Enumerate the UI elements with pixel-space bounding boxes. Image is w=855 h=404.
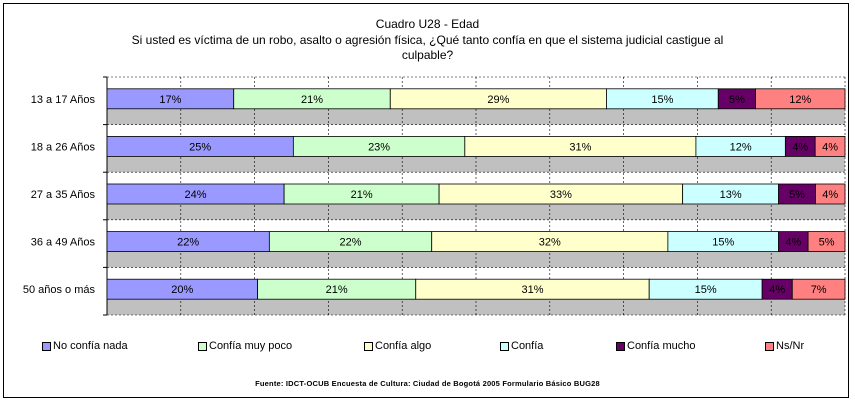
data-label: 22% — [340, 237, 362, 249]
data-label: 5% — [819, 237, 835, 249]
bar-segment — [815, 183, 846, 205]
data-label: 20% — [171, 284, 193, 296]
legend-swatch — [500, 342, 509, 351]
bar-segment — [791, 278, 846, 300]
data-label: 21% — [351, 189, 373, 201]
data-label: 13% — [720, 189, 742, 201]
data-label: 5% — [789, 189, 805, 201]
bar-segment — [755, 88, 846, 110]
data-label: 21% — [326, 284, 348, 296]
source-note: Fuente: IDCT-OCUB Encuesta de Cultura: C… — [255, 379, 600, 388]
data-label: 31% — [569, 141, 591, 153]
bar-segment — [814, 135, 846, 157]
legend-swatch — [616, 342, 625, 351]
data-label: 12% — [789, 94, 811, 106]
chart-subtitle-line-1: Si usted es víctima de un robo, asalto o… — [131, 33, 724, 47]
data-label: 4% — [785, 237, 801, 249]
data-label: 33% — [550, 189, 572, 201]
data-label: 17% — [159, 94, 181, 106]
legend-swatch — [364, 342, 373, 351]
legend-label: Confía — [511, 340, 544, 352]
data-label: 21% — [301, 94, 323, 106]
legend-label: Confía mucho — [627, 340, 696, 352]
legend-label: No confía nada — [53, 340, 128, 352]
bar-segment — [807, 231, 846, 253]
chart-subtitle-line-2: culpable? — [401, 48, 454, 62]
data-label: 22% — [177, 237, 199, 249]
legend-label: Ns/Nr — [776, 340, 805, 352]
data-label: 5% — [729, 94, 745, 106]
data-label: 15% — [712, 237, 734, 249]
chart-title: Cuadro U28 - Edad — [375, 17, 480, 31]
data-label: 4% — [769, 284, 785, 296]
data-label: 29% — [487, 94, 509, 106]
data-label: 31% — [521, 284, 543, 296]
data-label: 12% — [730, 141, 752, 153]
data-label: 4% — [792, 141, 808, 153]
category-label: 18 a 26 Años — [31, 141, 96, 153]
legend-swatch — [765, 342, 774, 351]
data-label: 4% — [822, 189, 838, 201]
data-label: 7% — [811, 284, 827, 296]
data-label: 23% — [368, 141, 390, 153]
data-label: 25% — [189, 141, 211, 153]
data-label: 4% — [822, 141, 838, 153]
data-label: 15% — [651, 94, 673, 106]
category-label: 13 a 17 Años — [31, 94, 96, 106]
legend-swatch — [198, 342, 207, 351]
category-label: 36 a 49 Años — [31, 237, 96, 249]
data-label: 24% — [185, 189, 207, 201]
data-label: 32% — [539, 237, 561, 249]
category-label: 27 a 35 Años — [31, 189, 96, 201]
legend-label: Confía algo — [375, 340, 432, 352]
legend-swatch — [42, 342, 51, 351]
legend-label: Confía muy poco — [209, 340, 293, 352]
category-label: 50 años o más — [23, 284, 96, 296]
data-label: 15% — [695, 284, 717, 296]
